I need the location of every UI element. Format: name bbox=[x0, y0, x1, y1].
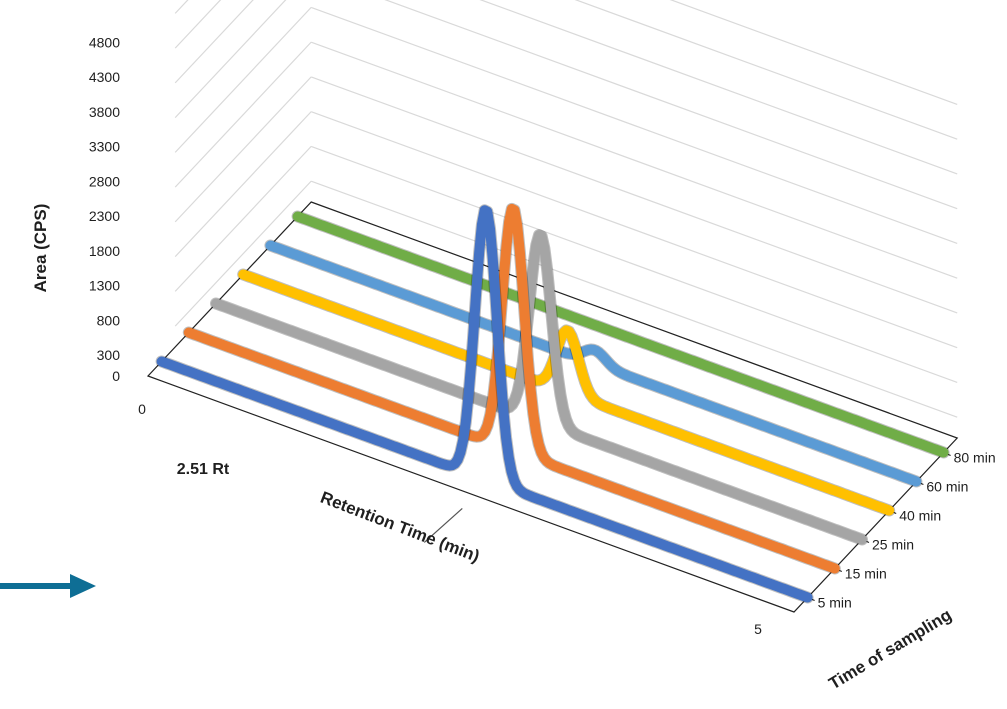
z-tick-label: 25 min bbox=[872, 537, 914, 553]
gridline-left-wall bbox=[174, 41, 312, 188]
gridline-left-wall bbox=[174, 0, 189, 14]
series-lines bbox=[0, 202, 950, 604]
z-tick-label: 60 min bbox=[926, 479, 968, 495]
y-tick-label: 4300 bbox=[89, 69, 120, 85]
y-tick-label: 1300 bbox=[89, 278, 120, 294]
y-tick-label: 3300 bbox=[89, 139, 120, 155]
gridline-back-wall bbox=[669, 0, 958, 105]
y-tick-label: 800 bbox=[97, 312, 121, 328]
series-line-15-min bbox=[183, 203, 840, 574]
series-line-80-min bbox=[292, 211, 949, 458]
z-tick-label: 80 min bbox=[954, 450, 996, 466]
x-axis-title: Retention Time (min) bbox=[318, 488, 482, 566]
gridline-back-wall bbox=[310, 145, 958, 383]
gridline-left-wall bbox=[174, 0, 254, 84]
series-line-5-min bbox=[156, 205, 813, 603]
gridline-back-wall bbox=[310, 6, 958, 244]
y-tick-label: 2300 bbox=[89, 208, 120, 224]
gridline-left-wall bbox=[174, 180, 312, 327]
gridline-back-wall bbox=[384, 0, 958, 210]
series-line-25-min bbox=[211, 230, 867, 545]
gridline-back-wall bbox=[574, 0, 958, 140]
y-tick-label: 0 bbox=[112, 368, 120, 384]
y-axis-title: Area (CPS) bbox=[31, 204, 50, 293]
gridline-left-wall bbox=[174, 145, 312, 292]
gridline-back-wall bbox=[310, 76, 958, 314]
peak-rt-annotation: 2.51 Rt bbox=[177, 461, 230, 478]
gridline-back-wall bbox=[310, 180, 958, 418]
back-wall-gridlines: 0 300 800 1300 1800 2300 2800 3300 3800 4300 4800 bbox=[89, 0, 958, 439]
gridline-left-wall bbox=[174, 6, 312, 153]
gridline-back-wall bbox=[479, 0, 958, 175]
gridline-left-wall bbox=[174, 111, 312, 258]
z-tick-label: 40 min bbox=[899, 508, 941, 524]
series-shadow bbox=[182, 202, 841, 575]
gridline-left-wall bbox=[174, 0, 287, 119]
z-tick-label: 5 min bbox=[818, 595, 852, 611]
floor-outline bbox=[146, 201, 959, 613]
gridline-back-wall bbox=[310, 41, 958, 279]
y-tick-label: 2800 bbox=[89, 173, 120, 189]
floor: 5 min 15 min 25 min 40 min 60 min 80 min bbox=[146, 201, 996, 613]
z-axis-title: Time of sampling bbox=[825, 605, 954, 693]
x-tick-start: 0 bbox=[138, 401, 146, 417]
z-tick-label: 15 min bbox=[845, 566, 887, 582]
y-tick-label: 1800 bbox=[89, 243, 120, 259]
y-tick-label: 3800 bbox=[89, 104, 120, 120]
y-tick-label: 4800 bbox=[89, 34, 120, 50]
gridline-left-wall bbox=[174, 76, 312, 223]
gridline-left-wall bbox=[174, 0, 222, 49]
series-line-60-min bbox=[265, 240, 922, 487]
gridline-back-wall bbox=[310, 111, 958, 349]
x-tick-end: 5 bbox=[754, 621, 762, 637]
arrow-head-icon bbox=[70, 574, 96, 598]
y-tick-label: 300 bbox=[97, 347, 121, 363]
annotation-leader bbox=[423, 508, 463, 543]
series-line-40-min bbox=[238, 269, 895, 516]
